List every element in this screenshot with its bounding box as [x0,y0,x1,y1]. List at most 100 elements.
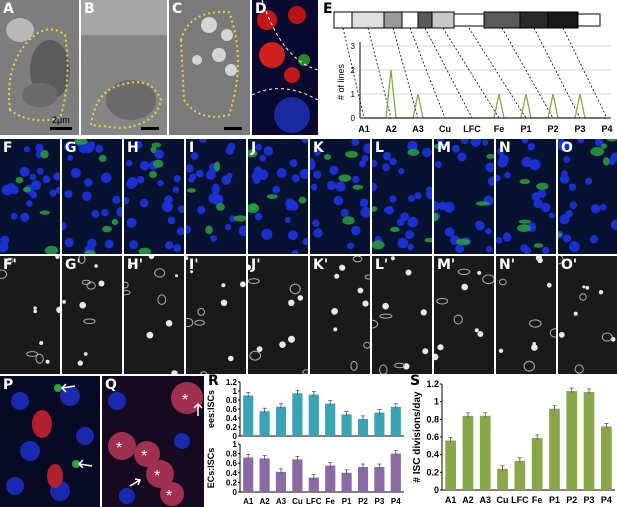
x-tick-label: A2 [259,497,270,506]
x-tick-label: P3 [584,495,595,505]
x-tick-label: A1 [358,124,370,134]
bar [374,412,385,436]
gut-segment [453,13,485,27]
panel-d-micrograph [252,0,318,135]
panel-d-fluorescence-image: D [252,0,318,135]
panel-l-prime-micrograph [372,256,432,374]
panel-k-prime-micrograph [310,256,370,374]
panel-h-prime-grayscale-image: H' [124,256,184,374]
panel-f-fluorescence-image: F [0,139,60,254]
panel-label-i: I [189,140,195,156]
y-tick-label: 0 [351,114,356,123]
y-tick-label: 1 [351,90,356,99]
x-tick-label: Fe [494,124,505,134]
panel-label-g: G [65,140,77,156]
panel-k-micrograph [310,139,370,254]
panel-j-prime-micrograph [248,256,308,374]
y-tick-label: 1 [434,397,439,407]
y-tick-label: 0 [233,432,238,441]
x-tick-label: LFC [306,497,322,506]
scale-bar-c [224,127,242,130]
svg-text:*: * [116,440,122,457]
panel-g-fluorescence-image: G [62,139,122,254]
panel-l-micrograph [372,139,432,254]
panel-c-em-image: C [169,0,250,135]
panel-f-prime-micrograph [0,256,60,374]
panel-m-fluorescence-image: M [434,139,494,254]
panel-label-l-prime: L' [375,257,389,273]
y-tick-label: 1 [233,440,238,449]
x-tick-label: P2 [566,495,577,505]
panel-r-charts: R 0 0.2 0.4 0.6 0.8 1 1.2 ees:ISCs 0 0.2 0.4 0.6 0.8… [206,374,406,507]
scale-bar [50,127,72,130]
bar [549,408,560,490]
y-axis-label: # ISC divisions/day [412,391,423,483]
y-axis-label: ECs:ISCs [206,448,216,489]
y-tick-label: 0.6 [226,405,238,414]
panel-label-g-prime: G' [65,257,81,273]
panel-label-c: C [172,1,183,17]
svg-text:*: * [166,488,172,505]
x-tick-label: P1 [520,124,531,134]
bar [390,453,401,492]
bar [357,418,369,436]
panel-label-o-prime: O' [561,257,578,273]
category-connector [392,27,419,119]
y-tick-label: 0 [434,485,439,495]
bar [325,465,336,492]
x-tick-label: LFC [511,495,529,505]
panel-b-micrograph [81,0,167,135]
x-tick-label: P4 [391,497,401,506]
panel-label-m-prime: M' [437,257,456,273]
panel-label-j-prime: J' [251,257,261,273]
gut-segment [577,13,601,27]
x-tick-label: Fe [326,497,336,506]
bar [600,426,612,490]
svg-text:*: * [182,392,188,409]
panel-label-f-prime: F' [3,257,17,273]
bar [308,394,319,436]
gut-segment [483,11,521,29]
category-connector [442,27,500,119]
panel-j-fluorescence-image: J [248,139,308,254]
y-axis-label: ees:ISCs [206,390,216,428]
bar [374,467,385,492]
category-connector [468,27,527,119]
category-connector [562,27,608,119]
bar [390,406,401,436]
bar [243,395,254,436]
r-bar-charts: 00.20.40.60.811.2ees:ISCs00.20.40.60.81E… [206,378,404,506]
gut-segment [519,11,549,29]
panel-label-n-prime: N' [499,257,516,273]
panel-label-p: P [3,377,14,393]
x-tick-label: P2 [358,497,368,506]
y-tick-label: 0.4 [226,414,238,423]
y-tick-label: 1.2 [426,379,439,389]
panel-o-micrograph [558,139,617,254]
bar [292,459,303,492]
x-tick-label: Cu [292,497,303,506]
x-tick-label: A1 [243,497,254,506]
x-tick-label: P1 [342,497,352,506]
panel-o-prime-micrograph [558,256,617,374]
bar [497,468,508,490]
panel-h-micrograph [124,139,184,254]
category-connector [409,27,446,119]
gut-segment [351,11,385,29]
bar [583,391,595,490]
bar [514,460,526,490]
gut-segment [333,11,353,29]
panel-label-k-prime: K' [313,257,329,273]
panel-m-prime-grayscale-image: M' [434,256,494,374]
svg-text:*: * [141,448,147,465]
panel-label-s: S [410,374,421,389]
panel-s-chart: S 0 0.2 0.4 0.6 0.8 1 1.2 # ISC divisions/day A1… [408,374,617,507]
y-tick-label: 1 [233,387,238,396]
panel-g-micrograph [62,139,122,254]
panel-i-micrograph [186,139,246,254]
panel-k-prime-grayscale-image: K' [310,256,370,374]
panel-q-fluorescence-image: * * * * * Q [102,376,204,507]
x-tick-label: Cu [497,495,509,505]
panel-n-prime-micrograph [496,256,556,374]
y-tick-label: 0.2 [426,467,439,477]
